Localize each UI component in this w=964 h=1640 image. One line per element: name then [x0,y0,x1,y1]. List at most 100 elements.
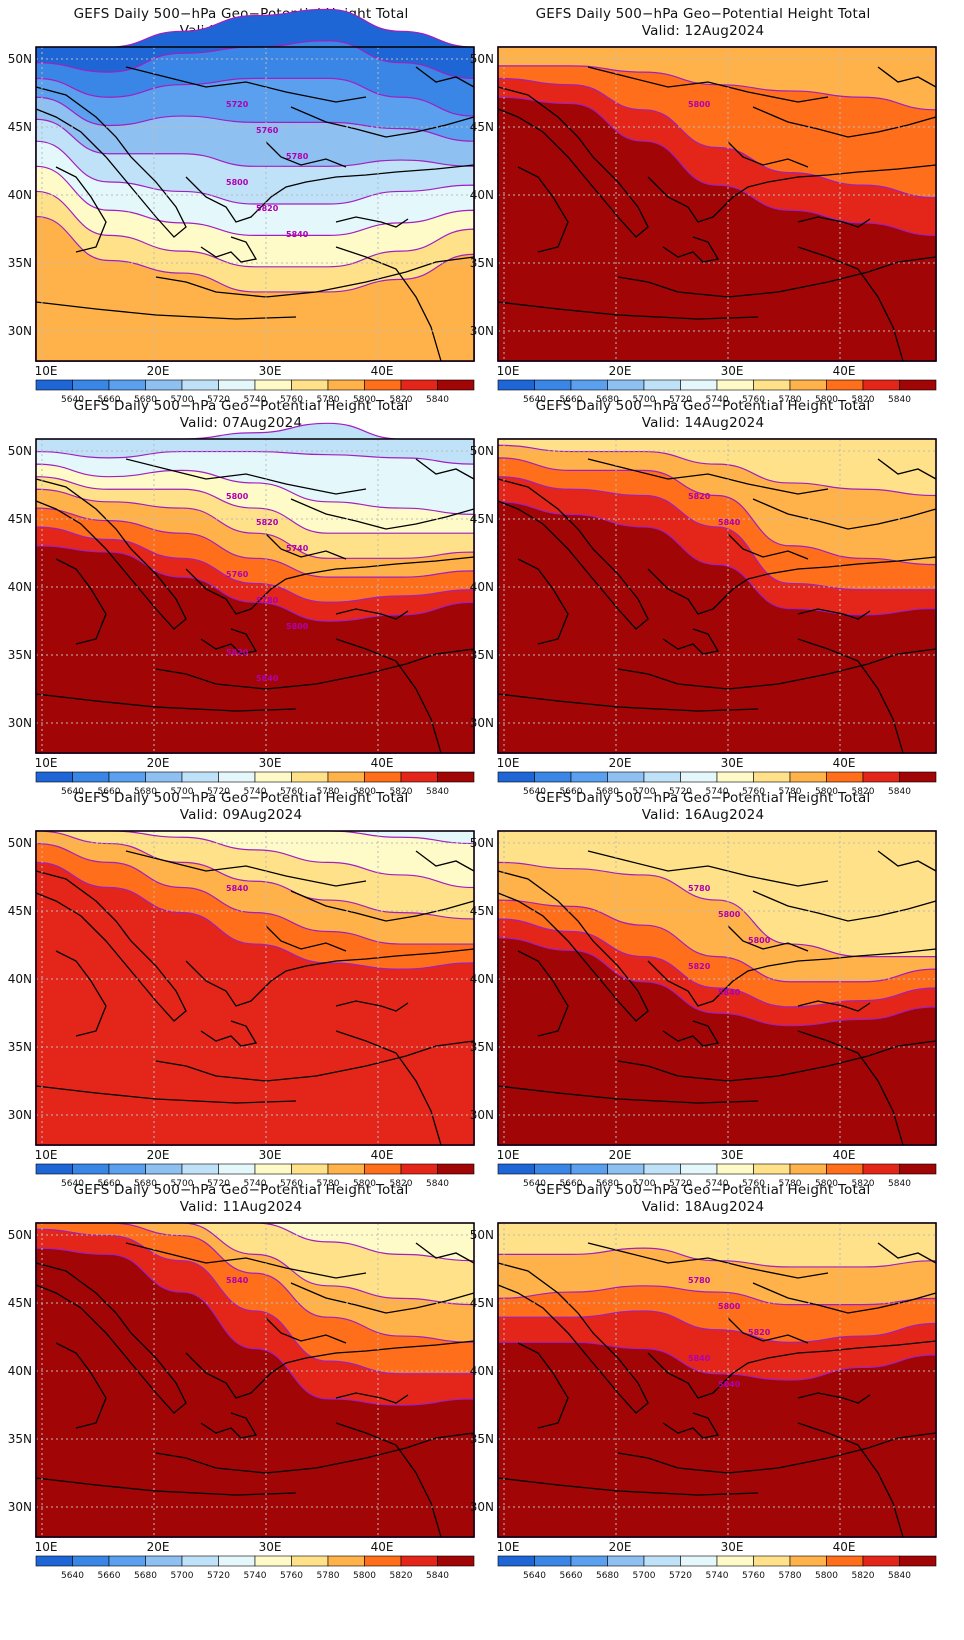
map-panel: GEFS Daily 500−hPa Geo−Potential Height … [462,0,944,410]
latitude-label: 40N [8,580,32,594]
coastline [415,850,475,872]
colorbar-level-label: 5640 [61,1179,84,1189]
longitude-label: 20E [147,364,170,378]
coastline [497,1262,649,1414]
longitude-label: 20E [609,756,632,770]
coastline [185,1340,475,1399]
longitude-label: 40E [833,756,856,770]
coastline [35,301,297,320]
contour-label: 5780 [688,884,711,893]
contour-label: 5820 [688,962,711,971]
coastline [752,1282,937,1314]
colorbar-swatch [291,1163,329,1175]
colorbar-swatch [327,379,365,391]
longitude-label: 30E [721,756,744,770]
colorbar-level-label: 5740 [706,787,729,797]
coastline [797,1422,904,1538]
coastline [125,850,367,887]
colorbar-swatch [327,1555,365,1567]
longitude-label: 10E [35,1148,58,1162]
longitude-label: 20E [147,1540,170,1554]
colorbar-swatch [716,1555,754,1567]
colorbar-level-label: 5780 [317,1179,340,1189]
colorbar-swatch [364,379,402,391]
colorbar-swatch [534,1163,572,1175]
latitude-label: 30N [8,1500,32,1514]
coastline [415,66,475,88]
colorbar-swatch [789,379,827,391]
contour-label: 5840 [226,1276,249,1285]
map-panel: GEFS Daily 500−hPa Geo−Potential Height … [0,392,482,802]
colorbar-level-label: 5640 [523,395,546,405]
latitude-label: 30N [8,324,32,338]
colorbar-swatch [108,1555,146,1567]
colorbar-swatch [680,1555,718,1567]
coastline [497,870,649,1022]
colorbar-level-label: 5680 [134,1571,157,1581]
map-frame [497,1222,937,1538]
panel-valid-date: Valid: 07Aug2024 [179,415,303,431]
coastline [335,1000,409,1012]
latitude-label: 50N [470,444,494,458]
latitude-label: 45N [470,904,494,918]
panel-title: GEFS Daily 500−hPa Geo−Potential Height … [73,398,409,414]
contour-label: 5820 [256,204,279,213]
colorbar-swatch [680,379,718,391]
geopotential-map: 5800 5820 5740 5760 5780 5800 5820 5840 50N 45N 40… [8,422,475,770]
coastline [290,498,475,530]
colorbar: 5640 5660 5680 5700 5720 5740 5760 5780 5800 5820… [35,1163,475,1189]
contour-label: 5840 [256,674,279,683]
colorbar-level-label: 5780 [317,1571,340,1581]
coastline [290,1282,475,1314]
geopotential-map: 5780 5800 5800 5820 5840 50N 45N 40N 35N 30N 10E 20… [470,830,937,1162]
coastline [587,850,829,887]
contour-label: 5840 [718,988,741,997]
colorbar-swatch [254,771,292,783]
map-panel: GEFS Daily 500−hPa Geo−Potential Height … [462,784,944,1194]
colorbar-level-label: 5840 [888,1571,911,1581]
longitude-label: 10E [35,756,58,770]
latitude-label: 40N [8,1364,32,1378]
colorbar-swatch [862,1555,900,1567]
contour-label: 5780 [688,1276,711,1285]
colorbar-level-label: 5820 [390,787,413,797]
colorbar-swatch [364,1163,402,1175]
colorbar-level-label: 5760 [742,1179,765,1189]
map-frame [35,1222,475,1538]
geopotential-map: 5840 50N 45N 40N 35N 30N 10E 20E 30E 40E [8,830,475,1162]
colorbar-swatch [607,1555,645,1567]
colorbar-swatch [291,1555,329,1567]
colorbar-swatch [643,771,681,783]
coastline [877,458,937,480]
coastline [55,950,107,1037]
colorbar-level-label: 5700 [633,1179,656,1189]
panel-title: GEFS Daily 500−hPa Geo−Potential Height … [73,1182,409,1198]
colorbar-level-label: 5800 [815,1571,838,1581]
latitude-label: 50N [8,444,32,458]
longitude-label: 30E [259,1148,282,1162]
panel-title: GEFS Daily 500−hPa Geo−Potential Height … [73,790,409,806]
colorbar-level-label: 5660 [560,395,583,405]
coastline [797,638,904,754]
latitude-label: 40N [470,580,494,594]
coastline [617,256,937,298]
colorbar-swatch [437,379,475,391]
contour-label: 5840 [718,518,741,527]
coastline [517,166,569,253]
colorbar-swatch [753,771,791,783]
coastline [587,458,829,495]
colorbar-level-label: 5760 [742,1571,765,1581]
map-panel: GEFS Daily 500−hPa Geo−Potential Height … [0,784,482,1194]
coastline [35,1085,297,1104]
colorbar: 5640 5660 5680 5700 5720 5740 5760 5780 5800 5820… [497,771,937,797]
coastline [290,890,475,922]
colorbar-level-label: 5680 [134,395,157,405]
colorbar-swatch [680,771,718,783]
contour-label: 5780 [286,152,309,161]
coastline [727,533,809,560]
colorbar-level-label: 5740 [244,787,267,797]
height-band [35,861,475,1146]
colorbar-level-label: 5780 [779,395,802,405]
latitude-label: 35N [470,256,494,270]
coastline [35,1262,187,1414]
